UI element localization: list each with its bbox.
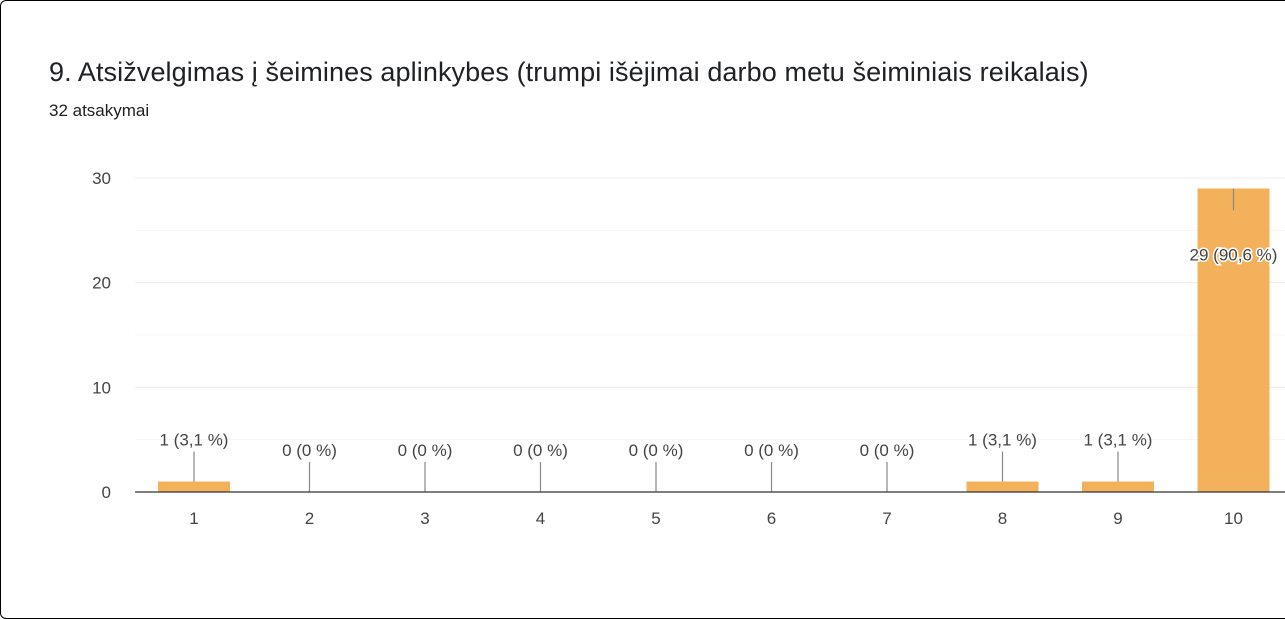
data-label: 0 (0 %) xyxy=(629,441,684,460)
data-label: 0 (0 %) xyxy=(398,441,453,460)
data-label: 1 (3,1 %) xyxy=(160,431,229,450)
y-tick-label: 30 xyxy=(92,169,111,188)
x-tick-label: 3 xyxy=(420,509,429,528)
question-title: 9. Atsižvelgimas į šeimines aplinkybes (… xyxy=(49,57,1089,87)
x-tick-label: 4 xyxy=(536,509,545,528)
x-tick-label: 9 xyxy=(1113,509,1122,528)
x-tick-label: 6 xyxy=(767,509,776,528)
response-count: 32 atsakymai xyxy=(49,101,150,120)
x-tick-label: 10 xyxy=(1224,509,1243,528)
y-tick-label: 20 xyxy=(92,274,111,293)
data-label: 29 (90,6 %) xyxy=(1190,245,1278,264)
data-label: 0 (0 %) xyxy=(513,441,568,460)
bar xyxy=(1197,188,1270,492)
data-label: 1 (3,1 %) xyxy=(968,431,1037,450)
data-label: 0 (0 %) xyxy=(744,441,799,460)
bar xyxy=(158,481,230,492)
bar xyxy=(1082,481,1154,492)
x-tick-label: 7 xyxy=(882,509,891,528)
x-tick-label: 8 xyxy=(998,509,1007,528)
data-label: 1 (3,1 %) xyxy=(1084,431,1153,450)
x-tick-label: 1 xyxy=(189,509,198,528)
x-tick-label: 5 xyxy=(651,509,660,528)
data-label: 0 (0 %) xyxy=(282,441,337,460)
x-tick-label: 2 xyxy=(305,509,314,528)
y-tick-label: 0 xyxy=(102,483,111,502)
data-label: 0 (0 %) xyxy=(860,441,915,460)
y-tick-label: 10 xyxy=(92,378,111,397)
bar xyxy=(966,481,1039,492)
